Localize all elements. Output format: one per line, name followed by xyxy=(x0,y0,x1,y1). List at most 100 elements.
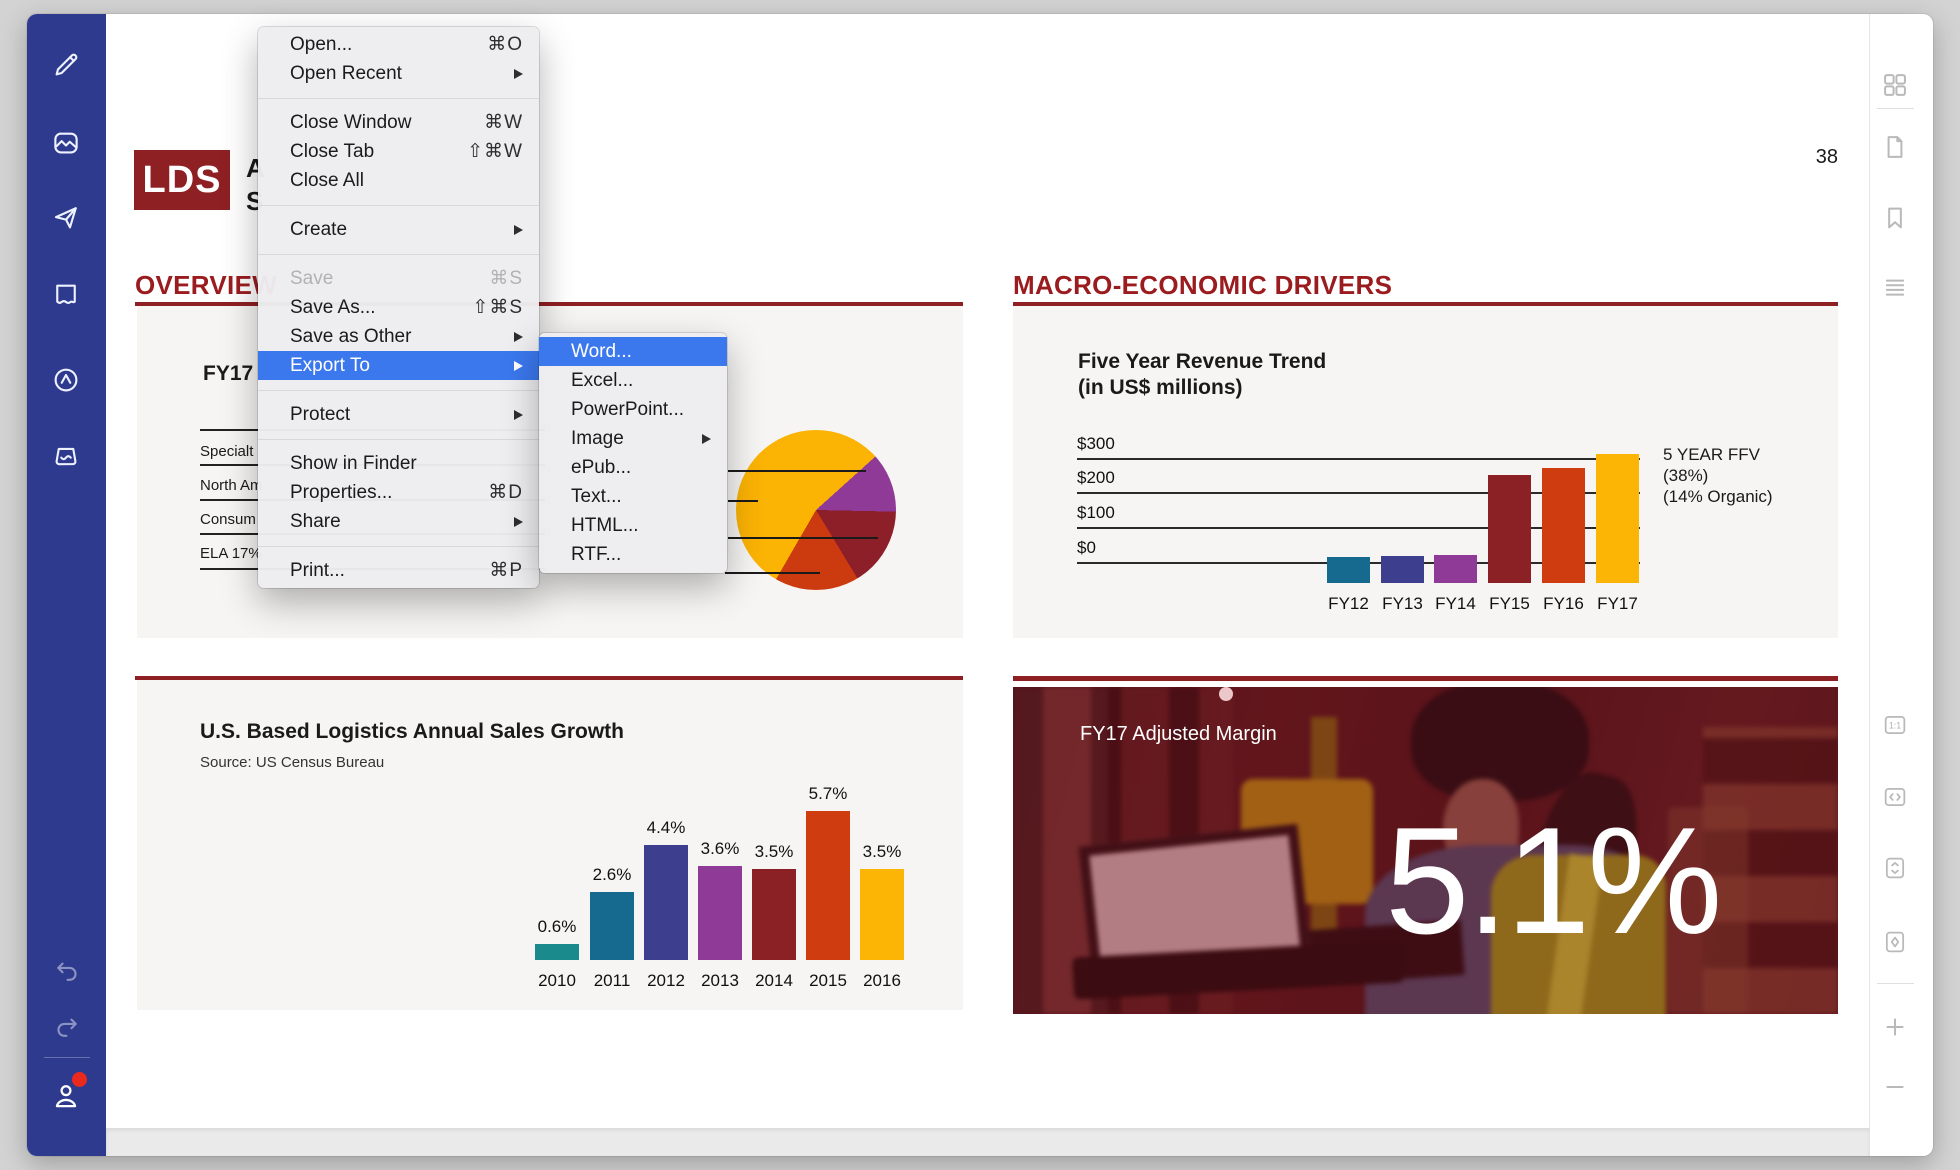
page-right-edge xyxy=(1869,14,1870,1128)
overview-row-label: Specialt xyxy=(200,443,254,460)
us-bar: 3.5% 2016 xyxy=(860,842,904,990)
menu-item-export-to[interactable]: Export To xyxy=(258,351,539,380)
menu-separator xyxy=(258,429,539,449)
submenu-arrow-icon xyxy=(514,331,523,342)
menu-item-close-all[interactable]: Close All xyxy=(290,169,364,191)
sidebar-separator xyxy=(1877,108,1914,109)
fy-bar: FY15 xyxy=(1488,474,1531,613)
fy-ytick: $300 xyxy=(1077,434,1115,453)
overview-fy17-label: FY17 xyxy=(203,362,254,385)
submenu-arrow-icon xyxy=(514,224,523,235)
menu-item-print[interactable]: Print... ⌘P xyxy=(290,559,523,582)
us-section-rule xyxy=(135,676,963,680)
fit-width-icon[interactable] xyxy=(1881,783,1909,811)
menu-separator xyxy=(258,195,539,215)
fy-gridline xyxy=(1077,492,1640,494)
us-bar: 3.5% 2014 xyxy=(752,842,796,990)
overview-row-label: ELA 17% xyxy=(200,545,262,562)
macro-heading: MACRO-ECONOMIC DRIVERS xyxy=(1013,270,1393,300)
menu-separator xyxy=(258,380,539,400)
fy-ytick: $200 xyxy=(1077,468,1115,487)
submenu-arrow-icon xyxy=(702,433,711,444)
actual-size-icon[interactable]: 1:1 xyxy=(1881,711,1909,739)
submenu-item-epub[interactable]: ePub... xyxy=(571,456,632,478)
compass-icon[interactable] xyxy=(51,365,81,395)
fy-ytick: $0 xyxy=(1077,538,1096,557)
file-menu: Open... ⌘O Open Recent Close Window ⌘W Clo… xyxy=(258,27,539,588)
sidebar-separator xyxy=(44,1057,90,1058)
thumbnails-grid-icon[interactable] xyxy=(1881,71,1909,99)
menu-item-share[interactable]: Share xyxy=(258,507,539,536)
fy-chart-subtitle: (in US$ millions) xyxy=(1078,376,1243,399)
submenu-arrow-icon xyxy=(514,409,523,420)
fy-bar: FY12 xyxy=(1327,556,1370,613)
menu-item-save-as[interactable]: Save As... ⇧⌘S xyxy=(290,296,523,319)
outline-icon[interactable] xyxy=(1881,273,1909,301)
sidebar-separator xyxy=(1877,983,1914,984)
fy-gridline xyxy=(1077,527,1640,529)
overview-row-label: North Am xyxy=(200,477,263,494)
submenu-item-html[interactable]: HTML... xyxy=(571,514,639,536)
menu-item-protect[interactable]: Protect xyxy=(258,400,539,429)
pencil-icon[interactable] xyxy=(51,50,81,80)
menu-item-open-recent[interactable]: Open Recent xyxy=(258,59,539,88)
fy-bar: FY14 xyxy=(1434,555,1477,613)
zoom-out-icon[interactable] xyxy=(1881,1073,1909,1101)
pie-leader-line xyxy=(728,537,878,539)
photo-dot xyxy=(1219,687,1233,701)
zoom-in-icon[interactable] xyxy=(1881,1013,1909,1041)
fy-ytick: $100 xyxy=(1077,503,1115,522)
image-annotation-icon[interactable] xyxy=(51,128,81,158)
export-submenu: Word... Excel... PowerPoint... Image ePu… xyxy=(539,333,727,573)
menu-item-show-in-finder[interactable]: Show in Finder xyxy=(290,452,417,474)
menu-item-save: Save ⌘S xyxy=(290,267,523,290)
macro-rule xyxy=(1013,302,1838,306)
bookmark-icon[interactable] xyxy=(1881,204,1909,232)
overview-rule xyxy=(135,302,963,306)
fit-page-icon[interactable] xyxy=(1881,928,1909,956)
margin-panel-label: FY17 Adjusted Margin xyxy=(1080,723,1277,745)
svg-text:1:1: 1:1 xyxy=(1889,721,1901,731)
menu-item-close-window[interactable]: Close Window ⌘W xyxy=(290,111,523,134)
margin-photo-panel: FY17 Adjusted Margin 5.1% xyxy=(1013,687,1838,1014)
page-icon[interactable] xyxy=(1881,133,1909,161)
overview-row-label: Consum xyxy=(200,511,256,528)
us-chart-source: Source: US Census Bureau xyxy=(200,754,385,771)
fy-bar: FY13 xyxy=(1381,556,1424,613)
account-icon[interactable] xyxy=(50,1080,82,1112)
fy-bar: FY17 xyxy=(1596,453,1639,613)
redo-icon[interactable] xyxy=(53,1014,81,1042)
lds-logo-text: LDS xyxy=(142,158,222,201)
pie-leader-line xyxy=(728,500,758,502)
menu-item-close-tab[interactable]: Close Tab ⇧⌘W xyxy=(290,140,523,163)
menu-item-properties[interactable]: Properties... ⌘D xyxy=(290,481,523,504)
fit-height-icon[interactable] xyxy=(1881,854,1909,882)
macro-section-bg xyxy=(1013,306,1838,638)
menu-item-open[interactable]: Open... ⌘O xyxy=(290,33,523,56)
submenu-item-excel[interactable]: Excel... xyxy=(571,369,634,391)
undo-icon[interactable] xyxy=(53,958,81,986)
page-bottom-gutter xyxy=(106,1128,1870,1156)
menu-separator xyxy=(258,536,539,556)
submenu-arrow-icon xyxy=(514,68,523,79)
menu-item-create[interactable]: Create xyxy=(258,215,539,244)
submenu-item-image[interactable]: Image xyxy=(539,424,727,453)
menu-separator xyxy=(258,88,539,108)
overview-heading: OVERVIEW xyxy=(135,270,278,300)
us-bar: 0.6% 2010 xyxy=(535,917,579,990)
submenu-item-rtf[interactable]: RTF... xyxy=(571,543,622,565)
send-icon[interactable] xyxy=(51,203,81,233)
notification-dot xyxy=(72,1072,87,1087)
menu-item-save-as-other[interactable]: Save as Other xyxy=(258,322,539,351)
pie-leader-line xyxy=(725,572,820,574)
submenu-item-text[interactable]: Text... xyxy=(571,485,622,507)
fy-gridline xyxy=(1077,458,1640,460)
inbox-icon[interactable] xyxy=(51,442,81,472)
submenu-item-word[interactable]: Word... xyxy=(539,337,727,366)
submenu-item-powerpoint[interactable]: PowerPoint... xyxy=(571,398,684,420)
photo-maroon-tint xyxy=(1013,687,1838,1014)
note-icon[interactable] xyxy=(51,280,81,310)
warehouse-photo xyxy=(1013,687,1838,1014)
us-bar: 2.6% 2011 xyxy=(590,865,634,990)
submenu-arrow-icon xyxy=(514,360,523,371)
